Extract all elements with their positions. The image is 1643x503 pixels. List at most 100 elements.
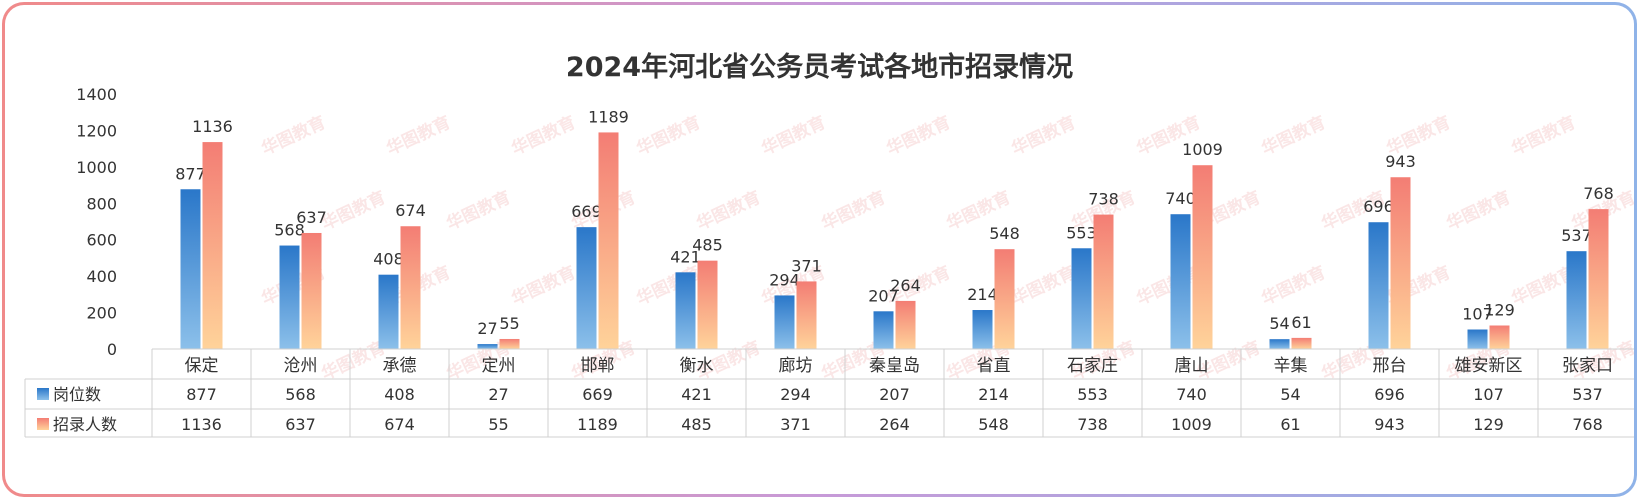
y-tick-label: 600 bbox=[86, 231, 117, 250]
bar-positions bbox=[477, 344, 498, 349]
data-label: 371 bbox=[791, 256, 822, 275]
bar-recruits bbox=[499, 338, 520, 349]
y-tick-label: 800 bbox=[86, 194, 117, 213]
data-label: 637 bbox=[296, 208, 327, 227]
chart-title: 2024年河北省公务员考试各地市招录情况 bbox=[565, 52, 1074, 83]
legend-swatch bbox=[37, 418, 49, 430]
category-label: 张家口 bbox=[1562, 356, 1613, 376]
data-label: 768 bbox=[1583, 184, 1614, 203]
watermark-logo: 华图教育 bbox=[508, 262, 579, 310]
data-label: 55 bbox=[499, 314, 519, 333]
data-label: 129 bbox=[1484, 301, 1515, 320]
category-label: 沧州 bbox=[284, 356, 318, 376]
category-label: 承德 bbox=[383, 356, 417, 376]
category-label: 辛集 bbox=[1274, 356, 1308, 376]
bar-recruits bbox=[1192, 165, 1213, 349]
watermark-logo: 华图教育 bbox=[818, 187, 889, 235]
table-cell: 553 bbox=[1077, 385, 1108, 404]
bar-recruits bbox=[1588, 209, 1609, 349]
table-cell: 55 bbox=[488, 415, 508, 434]
data-label: 738 bbox=[1088, 190, 1119, 209]
data-label: 61 bbox=[1291, 313, 1311, 332]
table-cell: 207 bbox=[879, 385, 910, 404]
data-label: 408 bbox=[373, 250, 404, 269]
y-tick-label: 1200 bbox=[76, 121, 117, 140]
category-label: 唐山 bbox=[1175, 355, 1209, 376]
bar-positions bbox=[279, 245, 300, 349]
bar-positions bbox=[378, 274, 399, 349]
table-cell: 943 bbox=[1374, 415, 1405, 434]
table-cell: 421 bbox=[681, 385, 712, 404]
watermark-layer: 华图教育 华图教育 华图教育 华图教育 华图教育 华图教育 华图教育 华图教育 华图教育 华图教育… bbox=[258, 112, 1634, 385]
table-cell: 27 bbox=[488, 385, 508, 404]
category-label: 定州 bbox=[482, 356, 516, 376]
table-cell: 294 bbox=[780, 385, 811, 404]
bar-positions bbox=[774, 295, 795, 349]
bar-positions bbox=[1071, 248, 1092, 349]
bar-positions bbox=[972, 310, 993, 349]
table-cell: 107 bbox=[1473, 385, 1504, 404]
data-label: 54 bbox=[1269, 314, 1289, 333]
table-cell: 537 bbox=[1572, 385, 1603, 404]
table-cell: 548 bbox=[978, 415, 1009, 434]
data-label: 674 bbox=[395, 201, 426, 220]
category-label: 廊坊 bbox=[779, 356, 813, 376]
data-label: 27 bbox=[477, 319, 497, 338]
bar-positions bbox=[1368, 222, 1389, 349]
data-label: 214 bbox=[967, 285, 998, 304]
table-cell: 129 bbox=[1473, 415, 1504, 434]
watermark-logo: 华图教育 bbox=[508, 112, 579, 160]
watermark-logo: 华图教育 bbox=[258, 112, 329, 160]
bar-chart: 华图教育 华图教育 华图教育 华图教育 华图教育 华图教育 华图教育 华图教育 华图教育 华图教育… bbox=[24, 85, 1634, 438]
bar-recruits bbox=[400, 226, 421, 349]
bar-positions bbox=[1170, 214, 1191, 349]
data-label: 696 bbox=[1363, 197, 1394, 216]
watermark-logo: 华图教育 bbox=[633, 112, 704, 160]
table-cell: 485 bbox=[681, 415, 712, 434]
bar-recruits bbox=[1489, 325, 1510, 349]
table-cell: 54 bbox=[1280, 385, 1300, 404]
data-label: 294 bbox=[769, 270, 800, 289]
watermark-logo: 华图教育 bbox=[1258, 262, 1329, 310]
bar-recruits bbox=[598, 132, 619, 349]
table-cell: 408 bbox=[384, 385, 415, 404]
watermark-logo: 华图教育 bbox=[883, 112, 954, 160]
bar-recruits bbox=[697, 260, 718, 349]
y-tick-label: 1000 bbox=[76, 158, 117, 177]
bar-recruits bbox=[796, 281, 817, 349]
watermark-logo: 华图教育 bbox=[1258, 112, 1329, 160]
data-label: 877 bbox=[175, 164, 206, 183]
category-label: 省直 bbox=[977, 356, 1011, 376]
data-label: 107 bbox=[1462, 305, 1493, 324]
watermark-logo: 华图教育 bbox=[318, 187, 389, 235]
watermark-logo: 华图教育 bbox=[1008, 262, 1079, 310]
data-label: 537 bbox=[1561, 226, 1592, 245]
category-label: 衡水 bbox=[680, 356, 714, 376]
data-label: 553 bbox=[1066, 223, 1097, 242]
y-tick-label: 400 bbox=[86, 267, 117, 286]
watermark-logo: 华图教育 bbox=[318, 337, 389, 385]
table-cell: 371 bbox=[780, 415, 811, 434]
bar-recruits bbox=[895, 300, 916, 349]
bar-recruits bbox=[1093, 214, 1114, 349]
table-cell: 637 bbox=[285, 415, 316, 434]
data-label: 1189 bbox=[588, 107, 629, 126]
chart-panel: 2024年河北省公务员考试各地市招录情况 华图教育 华图教育 华图教育 华图教育 华图教… bbox=[5, 5, 1634, 494]
category-label: 保定 bbox=[185, 356, 219, 376]
bar-positions bbox=[873, 311, 894, 349]
table-cell: 738 bbox=[1077, 415, 1108, 434]
category-label: 雄安新区 bbox=[1455, 356, 1523, 376]
data-label: 548 bbox=[989, 224, 1020, 243]
watermark-logo: 华图教育 bbox=[758, 112, 829, 160]
bar-recruits bbox=[994, 249, 1015, 349]
legend-label: 岗位数 bbox=[53, 385, 101, 404]
table-cell: 740 bbox=[1176, 385, 1207, 404]
watermark-logo: 华图教育 bbox=[383, 112, 454, 160]
data-label: 421 bbox=[670, 247, 701, 266]
watermark-logo: 华图教育 bbox=[443, 187, 514, 235]
table-cell: 877 bbox=[186, 385, 217, 404]
data-label: 207 bbox=[868, 286, 899, 305]
watermark-logo: 华图教育 bbox=[1443, 187, 1514, 235]
bar-positions bbox=[1269, 339, 1290, 349]
table-cell: 696 bbox=[1374, 385, 1405, 404]
